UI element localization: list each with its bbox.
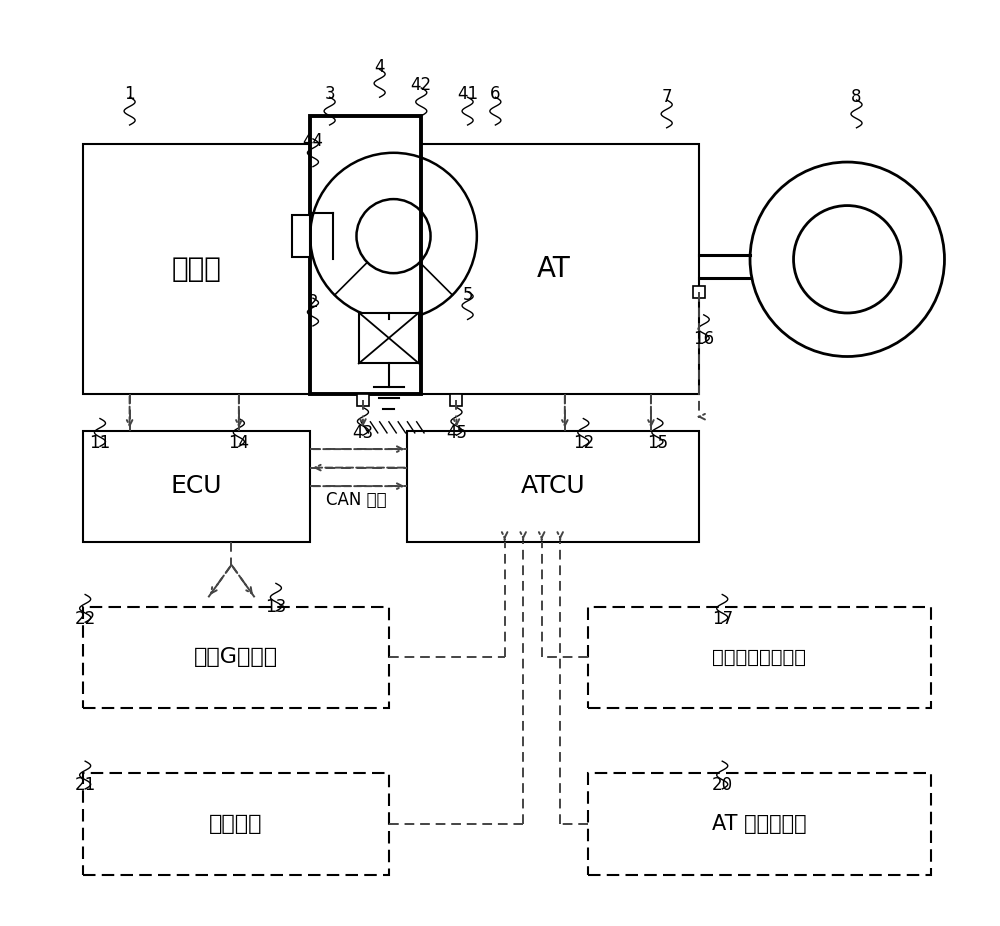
Text: 4: 4 bbox=[374, 57, 385, 76]
Text: 43: 43 bbox=[352, 424, 374, 443]
Text: 22: 22 bbox=[75, 609, 96, 628]
Text: 15: 15 bbox=[647, 433, 668, 452]
Bar bbox=[588, 607, 931, 708]
Bar bbox=[83, 773, 389, 875]
Bar bbox=[83, 431, 310, 542]
Text: 6: 6 bbox=[490, 85, 501, 104]
Text: 42: 42 bbox=[411, 76, 432, 94]
Bar bbox=[407, 431, 699, 542]
Bar bbox=[693, 285, 705, 297]
Text: 14: 14 bbox=[228, 433, 249, 452]
Text: 7: 7 bbox=[661, 88, 672, 106]
Text: 前后G传感器: 前后G传感器 bbox=[194, 647, 278, 668]
Text: ECU: ECU bbox=[171, 474, 222, 498]
Bar bbox=[83, 144, 310, 394]
Text: 1: 1 bbox=[124, 85, 135, 104]
Text: 发动机: 发动机 bbox=[172, 255, 222, 282]
Text: 17: 17 bbox=[712, 609, 733, 628]
Text: CAN 通信: CAN 通信 bbox=[326, 491, 387, 509]
Text: 3: 3 bbox=[324, 85, 335, 104]
Text: 11: 11 bbox=[89, 433, 111, 452]
Text: 20: 20 bbox=[712, 776, 733, 795]
Text: 41: 41 bbox=[457, 85, 478, 104]
Text: 21: 21 bbox=[75, 776, 96, 795]
Bar bbox=[450, 394, 462, 406]
Text: AT: AT bbox=[536, 255, 570, 282]
Bar bbox=[588, 773, 931, 875]
Text: 2: 2 bbox=[308, 293, 318, 311]
Text: 45: 45 bbox=[446, 424, 467, 443]
Bar bbox=[83, 607, 389, 708]
Text: 5: 5 bbox=[462, 286, 473, 305]
Text: AT 油温传感器: AT 油温传感器 bbox=[712, 814, 807, 834]
Bar bbox=[359, 312, 419, 363]
Bar bbox=[292, 215, 310, 257]
Text: 12: 12 bbox=[573, 433, 594, 452]
Bar bbox=[310, 116, 421, 394]
Text: ATCU: ATCU bbox=[521, 474, 586, 498]
Text: 加速器开度传感器: 加速器开度传感器 bbox=[712, 648, 806, 667]
Text: 13: 13 bbox=[265, 598, 287, 617]
Text: 44: 44 bbox=[302, 131, 323, 150]
Text: 制动开关: 制动开关 bbox=[209, 814, 263, 834]
Bar bbox=[407, 144, 699, 394]
Text: 16: 16 bbox=[693, 330, 714, 348]
Bar bbox=[357, 394, 369, 406]
Text: 8: 8 bbox=[851, 88, 862, 106]
